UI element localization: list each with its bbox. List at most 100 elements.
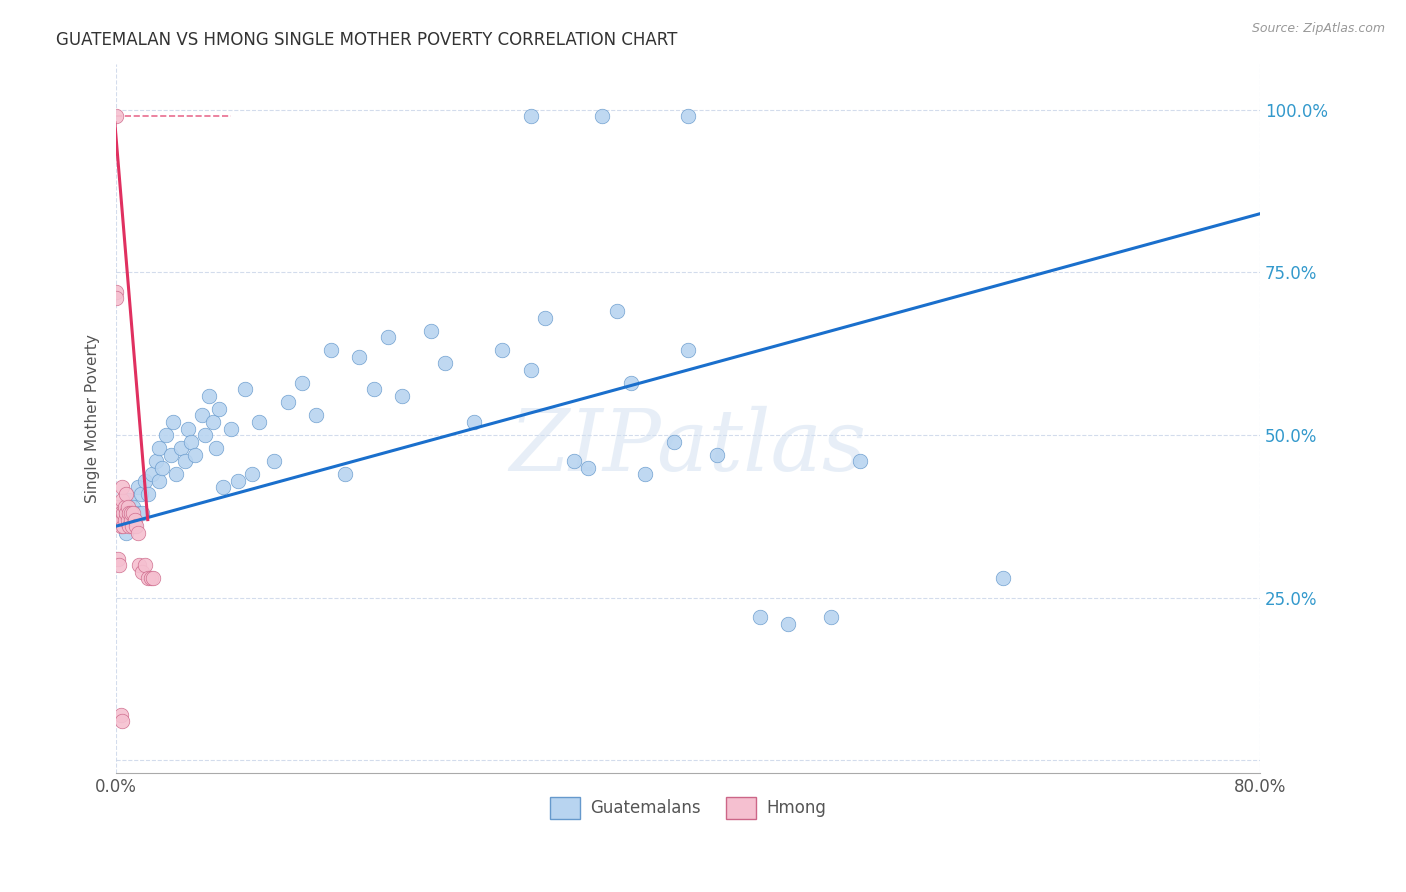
Point [520,363,543,377]
Y-axis label: Single Mother Poverty: Single Mother Poverty [86,334,100,503]
Point [111,714,134,729]
Point [122,500,145,514]
Point [112,519,135,533]
Point [233,383,256,397]
Text: Source: ZipAtlas.com: Source: ZipAtlas.com [1251,22,1385,36]
Point [191,409,214,423]
Point [463,415,485,429]
Point [112,506,135,520]
Point [127,525,149,540]
Point [194,428,217,442]
Point [198,389,221,403]
Point [991,571,1014,585]
Point [226,474,249,488]
Point [419,324,441,338]
Point [277,395,299,409]
Point [105,285,128,299]
Point [706,448,728,462]
Point [118,506,141,520]
Point [576,460,599,475]
Point [162,415,184,429]
Point [124,519,146,533]
Legend: Guatemalans, Hmong: Guatemalans, Hmong [544,790,832,825]
Point [128,558,150,573]
Point [115,525,138,540]
Point [620,376,643,390]
Point [150,460,173,475]
Point [120,513,142,527]
Point [118,519,141,533]
Point [778,616,800,631]
Point [159,448,181,462]
Point [240,467,263,481]
Point [108,558,131,573]
Point [117,513,139,527]
Point [212,480,235,494]
Point [120,513,142,527]
Point [121,519,143,533]
Point [319,343,342,358]
Point [112,506,135,520]
Point [263,454,285,468]
Point [434,356,457,370]
Point [142,571,165,585]
Point [208,402,231,417]
Point [606,304,628,318]
Point [377,330,399,344]
Point [177,421,200,435]
Point [676,343,699,358]
Point [122,506,145,520]
Point [107,551,129,566]
Point [591,109,613,123]
Point [848,454,870,468]
Point [125,519,148,533]
Point [184,448,207,462]
Point [108,513,131,527]
Point [134,558,156,573]
Point [134,474,156,488]
Point [562,454,585,468]
Point [129,486,152,500]
Point [148,474,170,488]
Point [117,500,139,514]
Point [118,493,141,508]
Point [333,467,356,481]
Point [202,415,225,429]
Point [148,441,170,455]
Point [145,454,167,468]
Point [219,421,242,435]
Point [534,310,557,325]
Point [131,506,153,520]
Point [291,376,314,390]
Point [155,428,177,442]
Point [115,486,138,500]
Point [110,519,132,533]
Point [205,441,228,455]
Point [349,350,371,364]
Point [169,441,191,455]
Point [111,493,134,508]
Point [520,109,543,123]
Point [634,467,657,481]
Point [120,506,142,520]
Point [114,513,136,527]
Text: GUATEMALAN VS HMONG SINGLE MOTHER POVERTY CORRELATION CHART: GUATEMALAN VS HMONG SINGLE MOTHER POVERT… [56,31,678,49]
Point [127,480,149,494]
Point [136,571,159,585]
Point [141,467,163,481]
Point [305,409,328,423]
Point [180,434,202,449]
Point [491,343,513,358]
Point [111,513,134,527]
Point [139,571,162,585]
Point [748,610,770,624]
Point [107,500,129,514]
Point [110,506,132,520]
Point [114,500,136,514]
Point [124,513,146,527]
Point [127,506,149,520]
Point [247,415,270,429]
Point [363,383,385,397]
Point [391,389,413,403]
Point [676,109,699,123]
